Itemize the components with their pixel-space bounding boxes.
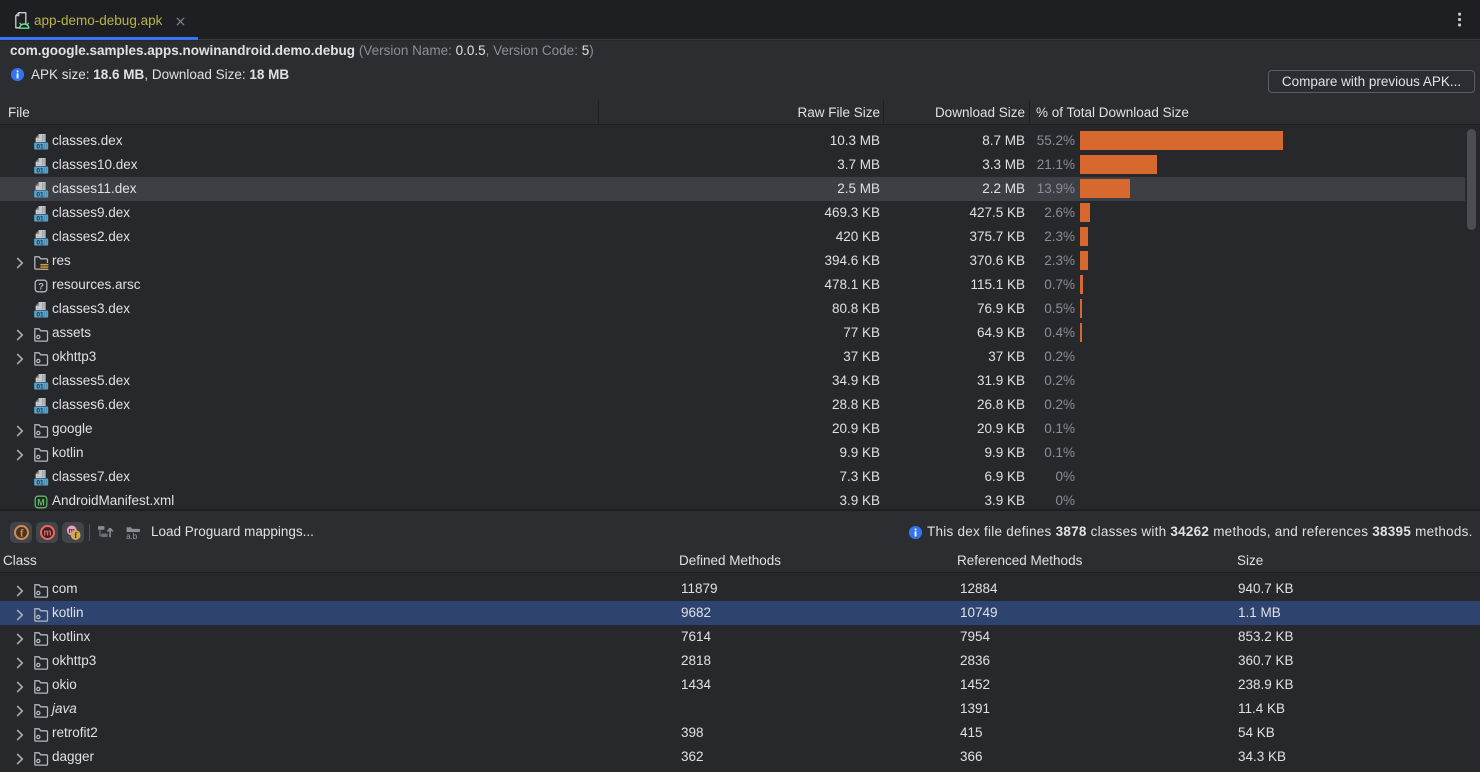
svg-text:01: 01 <box>36 167 44 174</box>
svg-text:01: 01 <box>36 215 44 222</box>
svg-text:?: ? <box>38 282 44 293</box>
svg-text:a.b: a.b <box>126 532 138 541</box>
svg-text:01: 01 <box>36 479 44 486</box>
svg-text:01: 01 <box>36 239 44 246</box>
svg-text:f: f <box>20 528 24 539</box>
svg-text:01: 01 <box>36 143 44 150</box>
svg-text:m: m <box>43 528 51 538</box>
svg-text:f: f <box>74 530 77 540</box>
svg-text:01: 01 <box>36 191 44 198</box>
svg-text:M: M <box>37 498 45 508</box>
svg-text:01: 01 <box>36 311 44 318</box>
svg-text:01: 01 <box>36 407 44 414</box>
svg-text:01: 01 <box>36 383 44 390</box>
svg-text:m: m <box>68 526 75 535</box>
